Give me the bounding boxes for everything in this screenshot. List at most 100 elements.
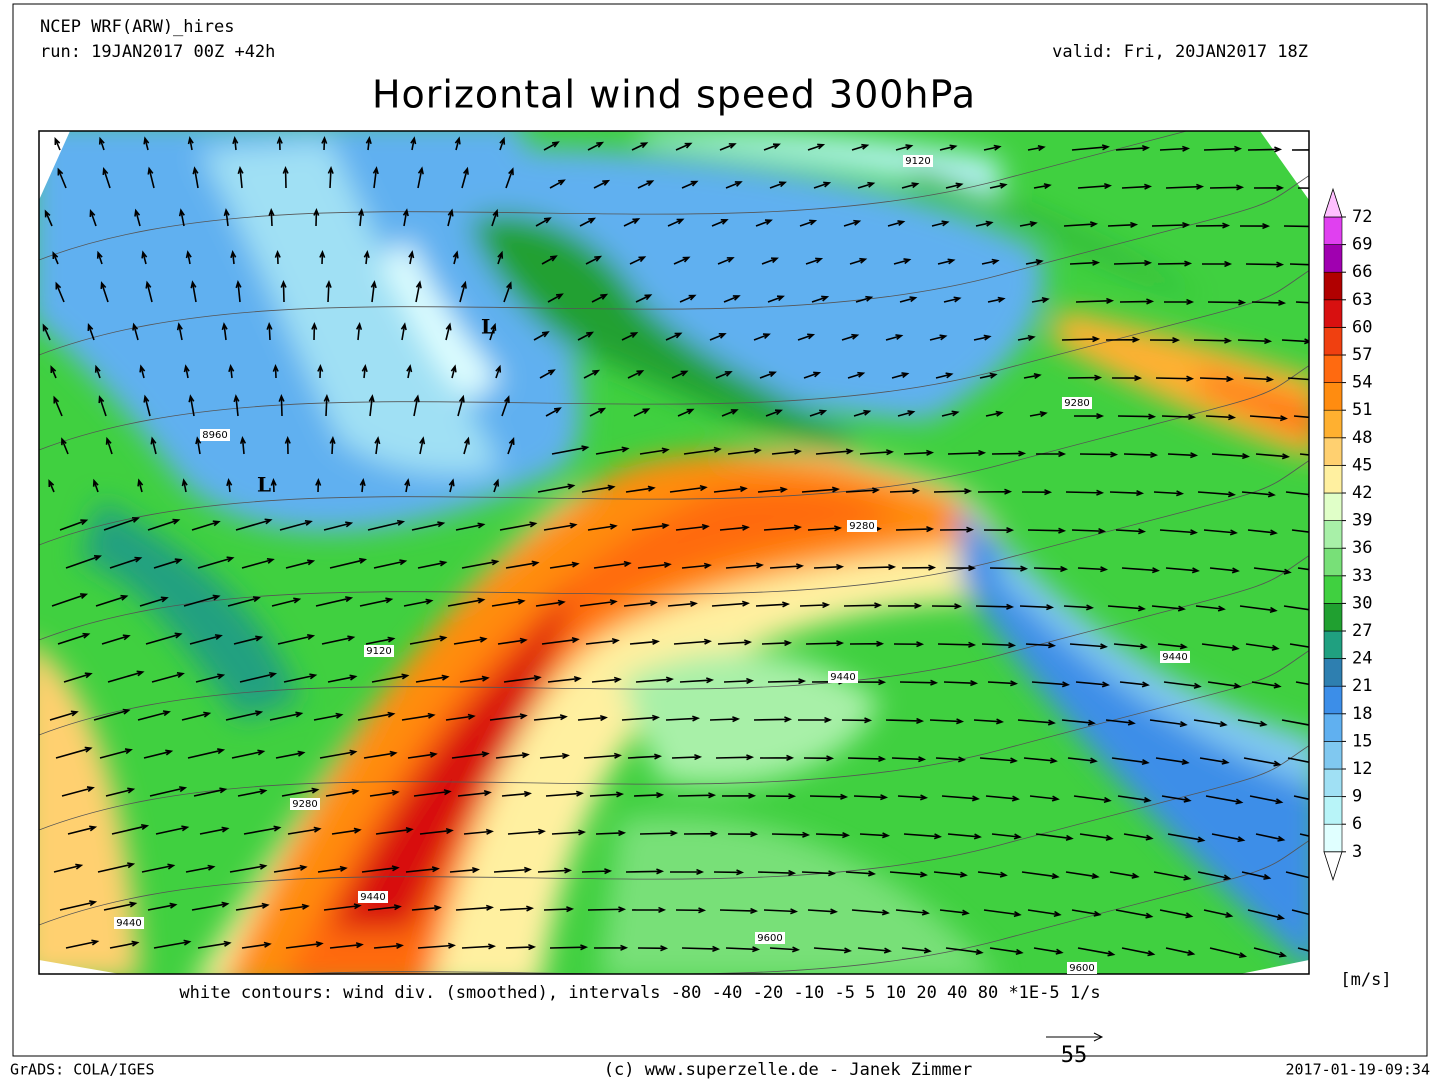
wind-vector [1161, 413, 1197, 421]
wind-vector [403, 598, 434, 607]
wind-vector [501, 790, 532, 797]
wind-vector [627, 370, 645, 379]
wind-vector [895, 526, 935, 533]
wind-vector [497, 637, 528, 645]
wind-vector [493, 478, 500, 493]
wind-vector [939, 144, 958, 151]
wind-vector [237, 788, 268, 797]
wind-vector [1203, 529, 1238, 536]
wind-vector [709, 333, 727, 341]
wind-vector [1295, 681, 1309, 686]
wind-vector [1033, 183, 1052, 190]
wind-vector [889, 487, 921, 495]
wind-vector [809, 793, 849, 800]
wind-vector [499, 136, 506, 151]
wind-vector [1077, 566, 1109, 573]
wind-vector [278, 393, 285, 417]
wind-vector [1153, 871, 1192, 881]
colorbar-low-triangle [1323, 851, 1343, 882]
wind-vector [1027, 527, 1067, 534]
wind-vector [228, 364, 235, 379]
wind-vector [1151, 605, 1186, 612]
wind-vector [989, 182, 1008, 189]
wind-vector [1035, 833, 1074, 841]
wind-vector [771, 831, 811, 838]
colorbar-swatch [1323, 575, 1343, 604]
wind-vector [235, 518, 273, 531]
wind-vector [591, 676, 622, 683]
colorbar-label: 42 [1352, 483, 1372, 503]
wind-vector [1285, 871, 1309, 879]
wind-vector [637, 561, 672, 569]
wind-vector [192, 166, 199, 189]
wind-vector [413, 394, 420, 417]
wind-vector [447, 208, 454, 227]
wind-vector [1079, 451, 1119, 458]
wind-vector [134, 208, 141, 227]
colorbar-swatch [1323, 327, 1343, 356]
wind-vector [65, 554, 102, 569]
contour-label-box [903, 155, 933, 167]
wind-vector [627, 753, 663, 760]
wind-vector [239, 436, 247, 455]
wind-vector [53, 395, 63, 417]
wind-vector [42, 323, 51, 341]
wind-vector [985, 410, 1004, 417]
wind-vector [1109, 490, 1145, 497]
wind-vector [847, 755, 887, 762]
wind-vector [323, 903, 362, 911]
wind-vector [593, 560, 632, 569]
wind-vector [941, 795, 980, 802]
wind-vector [463, 436, 470, 455]
wind-vector [1073, 795, 1112, 803]
wind-vector [459, 675, 490, 683]
wind-vector [103, 901, 138, 911]
wind-vector [185, 864, 216, 873]
contour-label-box [200, 429, 230, 441]
wind-vector [1069, 259, 1101, 266]
wind-vector [667, 218, 685, 227]
wind-vector [375, 827, 414, 835]
wind-vector [675, 523, 710, 531]
wind-vector [625, 485, 656, 493]
wind-vector [893, 641, 925, 648]
wind-vector [275, 750, 306, 759]
wind-vector [1209, 184, 1245, 191]
wind-vector [1211, 833, 1246, 843]
wind-vector [1123, 451, 1159, 458]
wind-vector [327, 165, 334, 189]
wind-vector [799, 219, 818, 227]
wind-vector [765, 409, 783, 417]
wind-vector [1201, 260, 1233, 268]
wind-vector [1241, 491, 1276, 498]
wind-vector [50, 365, 57, 379]
colorbar-swatch [1323, 465, 1343, 494]
wind-vector [807, 908, 838, 915]
wind-vector [1113, 643, 1148, 650]
wind-vector [1155, 757, 1190, 765]
wind-vector [361, 364, 368, 379]
wind-vector [841, 717, 873, 724]
wind-vector [373, 559, 408, 569]
colorbar-label: 69 [1352, 235, 1372, 255]
wind-vector [507, 437, 515, 455]
wind-vector [461, 559, 500, 569]
wind-vector [1117, 413, 1157, 420]
wind-vector [633, 791, 665, 799]
wind-vector [855, 679, 887, 686]
colorbar-label: 12 [1352, 759, 1372, 779]
colorbar-label: 45 [1352, 455, 1372, 475]
wind-vector [233, 394, 240, 417]
wind-vector [1021, 871, 1060, 880]
wind-vector [365, 636, 396, 645]
wind-vector [1019, 604, 1055, 611]
wind-vector [55, 281, 65, 303]
wind-vector [1251, 681, 1282, 689]
wind-vector [797, 716, 833, 723]
wind-vector [495, 752, 530, 759]
wind-vector [52, 251, 59, 265]
colorbar-label: 15 [1352, 731, 1372, 751]
wind-vector [1113, 259, 1153, 267]
colorbar-swatch [1323, 823, 1343, 853]
